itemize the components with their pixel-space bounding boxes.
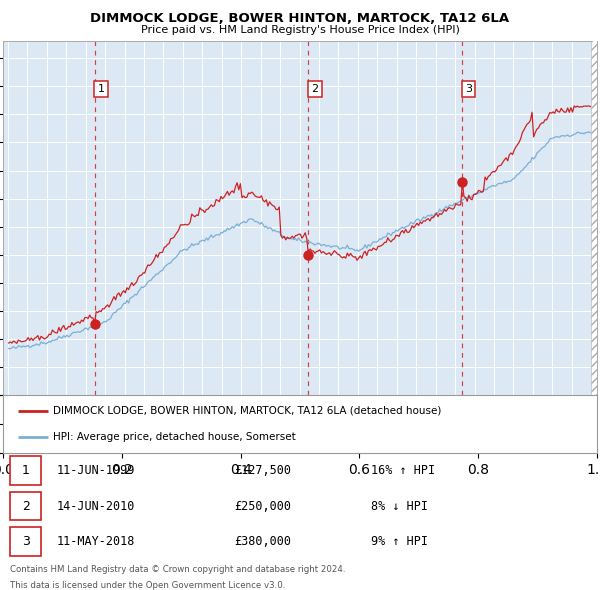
Text: 9% ↑ HPI: 9% ↑ HPI	[371, 535, 428, 548]
Text: This data is licensed under the Open Government Licence v3.0.: This data is licensed under the Open Gov…	[10, 582, 286, 590]
Text: 8% ↓ HPI: 8% ↓ HPI	[371, 500, 428, 513]
Bar	[591, 30, 600, 395]
Text: £127,500: £127,500	[235, 464, 292, 477]
Text: 3: 3	[22, 535, 29, 548]
Text: £250,000: £250,000	[235, 500, 292, 513]
Text: Contains HM Land Registry data © Crown copyright and database right 2024.: Contains HM Land Registry data © Crown c…	[10, 565, 346, 573]
Text: 1: 1	[97, 84, 104, 94]
Text: 11-MAY-2018: 11-MAY-2018	[56, 535, 135, 548]
Text: DIMMOCK LODGE, BOWER HINTON, MARTOCK, TA12 6LA (detached house): DIMMOCK LODGE, BOWER HINTON, MARTOCK, TA…	[53, 406, 442, 416]
Text: 16% ↑ HPI: 16% ↑ HPI	[371, 464, 436, 477]
Text: Price paid vs. HM Land Registry's House Price Index (HPI): Price paid vs. HM Land Registry's House …	[140, 25, 460, 35]
Text: 11-JUN-1999: 11-JUN-1999	[56, 464, 135, 477]
Text: 2: 2	[311, 84, 319, 94]
Text: 3: 3	[465, 84, 472, 94]
Text: 14-JUN-2010: 14-JUN-2010	[56, 500, 135, 513]
Text: HPI: Average price, detached house, Somerset: HPI: Average price, detached house, Some…	[53, 432, 296, 442]
Text: 1: 1	[22, 464, 29, 477]
Text: 2: 2	[22, 500, 29, 513]
Text: DIMMOCK LODGE, BOWER HINTON, MARTOCK, TA12 6LA: DIMMOCK LODGE, BOWER HINTON, MARTOCK, TA…	[91, 12, 509, 25]
FancyBboxPatch shape	[10, 527, 41, 556]
FancyBboxPatch shape	[10, 457, 41, 485]
FancyBboxPatch shape	[10, 492, 41, 520]
Text: £380,000: £380,000	[235, 535, 292, 548]
